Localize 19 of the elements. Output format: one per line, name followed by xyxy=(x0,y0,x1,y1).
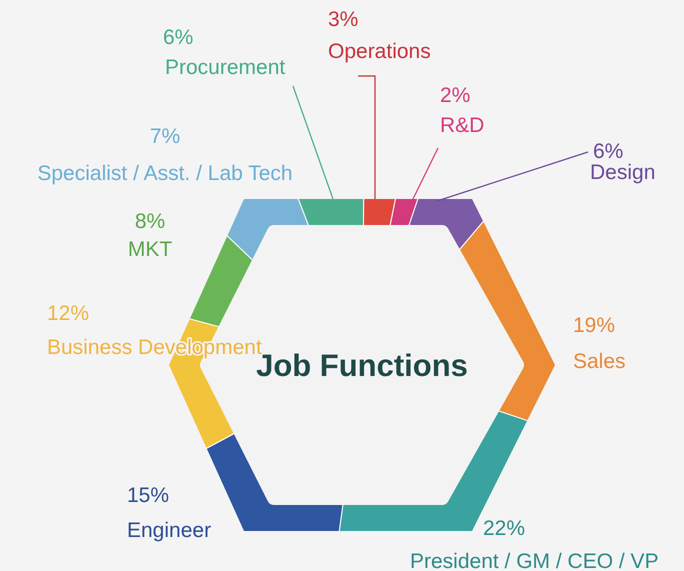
slice-label: Specialist / Asst. / Lab Tech xyxy=(37,162,293,185)
data-label: 6% xyxy=(163,26,194,49)
data-label: 19% xyxy=(573,314,616,337)
data-label: 12% xyxy=(47,302,90,325)
slice-label: Engineer xyxy=(127,519,212,542)
slice-label: R&D xyxy=(440,114,484,137)
data-label: 7% xyxy=(150,125,180,148)
data-label: 8% xyxy=(134,210,166,233)
data-label: 6% xyxy=(593,140,624,163)
data-label: 22% xyxy=(483,517,526,540)
data-label: 2% xyxy=(440,84,470,107)
data-label: 15% xyxy=(127,484,170,507)
slice-label: Sales xyxy=(573,350,626,373)
slice-label: Operations xyxy=(328,40,431,63)
slice-label: Procurement xyxy=(165,56,286,79)
data-label: 3% xyxy=(328,8,358,31)
slice-label: MKT xyxy=(128,238,172,261)
slice-label: President / GM / CEO / VP xyxy=(410,550,659,571)
slice-label: Design xyxy=(590,161,656,184)
